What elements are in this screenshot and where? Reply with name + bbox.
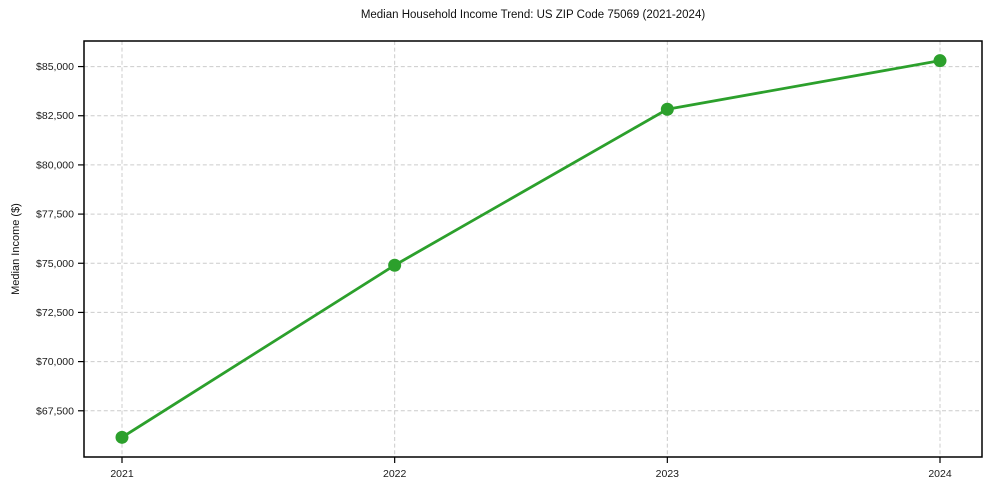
trend-line <box>120 59 942 439</box>
y-tick-label: $82,500 <box>36 110 74 122</box>
data-point-2022 <box>388 258 402 272</box>
y-tick-label: $85,000 <box>36 61 74 73</box>
y-tick-label: $77,500 <box>36 209 74 221</box>
y-tick-label: $72,500 <box>36 307 74 319</box>
y-tick-label: $75,000 <box>36 258 74 270</box>
x-tick-label: 2024 <box>928 468 952 480</box>
chart-title: Median Household Income Trend: US ZIP Co… <box>360 9 706 21</box>
y-tick-label: $67,500 <box>36 405 74 417</box>
y-tick-label: $80,000 <box>36 159 74 171</box>
plot-border <box>83 40 983 458</box>
data-point-2021 <box>115 430 129 444</box>
y-tick-label: $70,000 <box>36 356 74 368</box>
data-point-2023 <box>660 102 674 116</box>
x-tick-label: 2022 <box>383 468 407 480</box>
data-point-2024 <box>933 54 947 68</box>
x-tick-label: 2023 <box>656 468 680 480</box>
x-tick-label: 2021 <box>110 468 134 480</box>
